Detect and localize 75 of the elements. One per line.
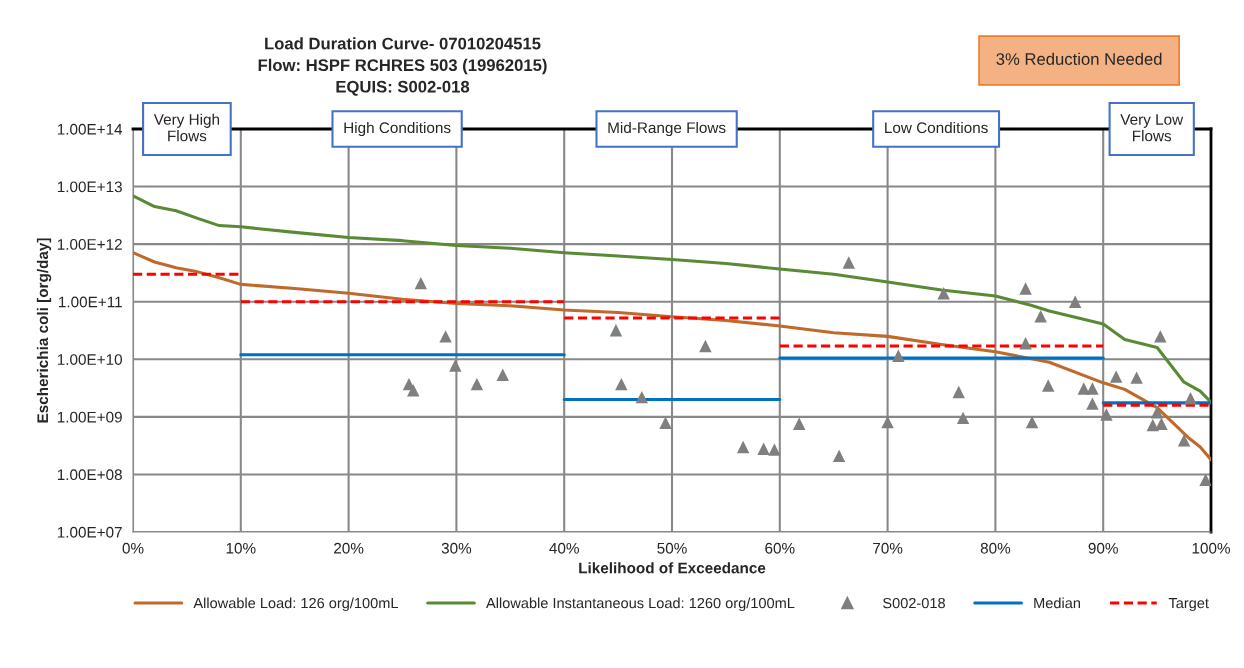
annotation: Mid-Range Flows [608,121,726,137]
point [659,416,672,429]
annotation: High Conditions [344,121,451,137]
y-tick-label: 1.00E+10 [57,354,122,365]
point [1130,371,1143,384]
legend-label: Allowable Load: 126 org/100mL [193,597,399,612]
x-tick-label: 50% [657,542,687,554]
point [1034,310,1047,323]
point [699,339,712,353]
point [842,256,855,269]
legend-label: Target [1168,598,1209,612]
x-tick-label: 80% [980,542,1011,554]
point [635,390,649,404]
x-tick-label: 20% [334,542,364,554]
point [1025,415,1039,429]
point [956,411,970,425]
x-tick-label: 100% [1192,542,1230,554]
point [736,440,750,454]
x-tick-label: 0% [122,542,144,554]
point [1154,330,1167,343]
x-axis-title: Likelihood of Exceedance [579,562,766,574]
line-series [133,194,1211,404]
point [1086,382,1099,395]
point [768,443,781,456]
point [1019,337,1032,350]
y-axis-title: Escherichia coli [org/day] [36,238,52,423]
x-tick-label: 10% [226,542,256,554]
point [1150,406,1164,419]
x-tick-label: 30% [441,542,472,554]
x-tick-label: 40% [549,542,579,554]
x-tick-label: 60% [765,542,795,554]
y-tick-label: 1.00E+12 [57,239,122,250]
point [792,417,806,430]
point [1019,282,1032,295]
annotation: Very High Flows [153,113,220,142]
point [952,385,965,399]
point [1184,392,1197,405]
point [609,323,623,337]
point [1199,473,1211,486]
y-tick-label: 1.00E+14 [57,123,123,135]
point [470,377,484,391]
point [1077,382,1091,395]
y-tick-label: 1.00E+09 [57,411,122,423]
text: 3% Reduction Needed [996,52,1162,65]
point [1042,379,1055,392]
point [1100,408,1113,421]
point [757,442,770,455]
point [615,377,628,391]
point [1177,434,1191,447]
x-tick-label: 70% [873,542,903,554]
point [414,276,428,290]
line-series [133,251,1211,462]
point [1109,370,1123,383]
y-tick-label: 1.00E+13 [57,181,122,193]
annotation: Very Low Flows [1120,114,1184,142]
y-tick-label: 1.00E+11 [59,296,122,308]
legend-label: Allowable Instantaneous Load: 1260 org/100mL [486,597,795,612]
legend-label: S002-018 [883,597,945,609]
point [496,368,509,381]
point [1068,295,1082,308]
point [1146,418,1159,432]
point [407,384,420,397]
legend-label: Median [1034,597,1080,609]
point [881,415,894,429]
x-tick-label: 90% [1088,542,1118,554]
chart-title: Load Duration Curve- 07010204515 Flow: HSPF RCHRES 503 (19962015) EQUIS: S002-018 [258,37,547,96]
y-tick-label: 1.00E+07 [57,526,122,538]
point [1086,397,1099,410]
y-tick-label: 1.00E+08 [57,469,122,481]
point [439,330,452,343]
annotation: Low Conditions [885,121,988,134]
point [832,449,846,463]
point [937,287,950,300]
point [449,359,462,372]
point [892,349,905,362]
